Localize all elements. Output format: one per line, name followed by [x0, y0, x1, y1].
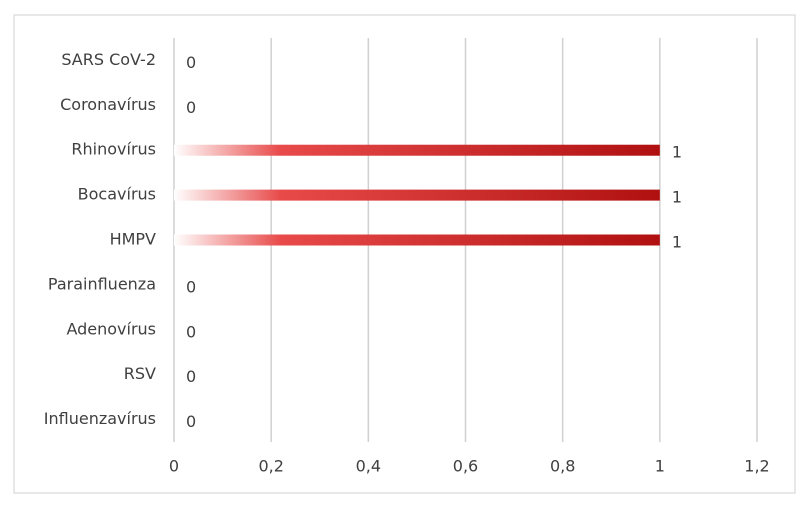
data-label: 1	[672, 188, 682, 207]
x-tick-label: 1	[655, 457, 665, 476]
y-tick-label: Adenovírus	[66, 319, 156, 338]
data-label: 1	[672, 233, 682, 252]
y-tick-label: RSV	[124, 364, 156, 383]
bar	[174, 144, 660, 156]
x-tick-label: 0,8	[550, 457, 575, 476]
x-tick-label: 0	[169, 457, 179, 476]
y-tick-label: Influenzavírus	[44, 409, 156, 428]
data-label: 0	[186, 53, 196, 72]
y-tick-label: Coronavírus	[60, 95, 156, 114]
data-label: 0	[186, 98, 196, 117]
data-label: 0	[186, 412, 196, 431]
x-tick-label: 1,2	[744, 457, 769, 476]
chart-frame	[13, 14, 796, 494]
data-label: 1	[672, 143, 682, 162]
y-tick-label: Parainfluenza	[48, 274, 156, 293]
data-label: 0	[186, 367, 196, 386]
y-tick-label: Rhinovírus	[71, 140, 156, 159]
y-tick-label: SARS CoV-2	[61, 50, 156, 69]
data-label: 0	[186, 322, 196, 341]
data-label: 0	[186, 277, 196, 296]
x-tick-label: 0,4	[356, 457, 381, 476]
x-tick-label: 0,2	[258, 457, 283, 476]
bar	[174, 234, 660, 246]
bar	[174, 189, 660, 201]
x-tick-label: 0,6	[453, 457, 478, 476]
y-tick-label: HMPV	[110, 230, 156, 249]
y-tick-label: Bocavírus	[78, 185, 156, 204]
